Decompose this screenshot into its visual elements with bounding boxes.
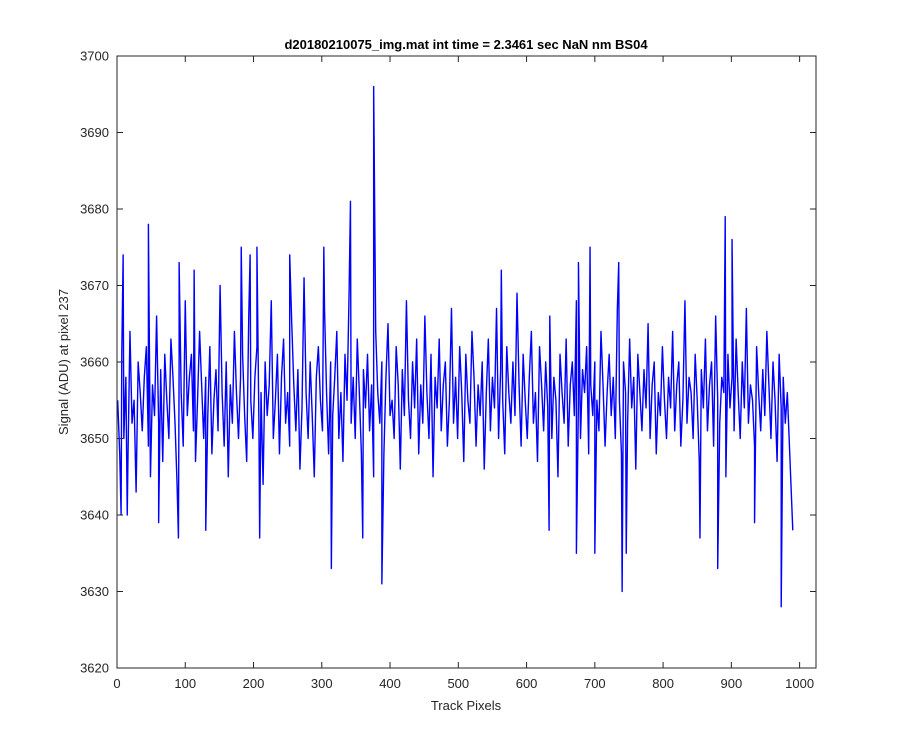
- chart-title: d20180210075_img.mat int time = 2.3461 s…: [284, 37, 648, 52]
- x-tick-label: 800: [652, 676, 674, 691]
- x-tick-label: 200: [243, 676, 265, 691]
- y-tick-label: 3690: [80, 125, 109, 140]
- x-tick-label: 100: [174, 676, 196, 691]
- y-tick-label: 3700: [80, 49, 109, 64]
- series-line-0: [116, 85, 794, 608]
- x-tick-label: 700: [584, 676, 606, 691]
- y-tick-label: 3620: [80, 661, 109, 676]
- x-axis-label: Track Pixels: [431, 698, 502, 713]
- y-tick-label: 3670: [80, 278, 109, 293]
- y-tick-label: 3630: [80, 584, 109, 599]
- y-axis-label: Signal (ADU) at pixel 237: [56, 289, 71, 435]
- x-tick-label: 300: [311, 676, 333, 691]
- x-tick-label: 600: [516, 676, 538, 691]
- y-tick-label: 3640: [80, 508, 109, 523]
- y-tick-label: 3660: [80, 355, 109, 370]
- x-tick-label: 0: [113, 676, 120, 691]
- y-tick-label: 3650: [80, 431, 109, 446]
- axes-box: [116, 55, 817, 669]
- x-tick-label: 1000: [785, 676, 814, 691]
- x-tick-label: 400: [379, 676, 401, 691]
- y-tick-label: 3680: [80, 202, 109, 217]
- x-tick-label: 500: [447, 676, 469, 691]
- x-tick-label: 900: [721, 676, 743, 691]
